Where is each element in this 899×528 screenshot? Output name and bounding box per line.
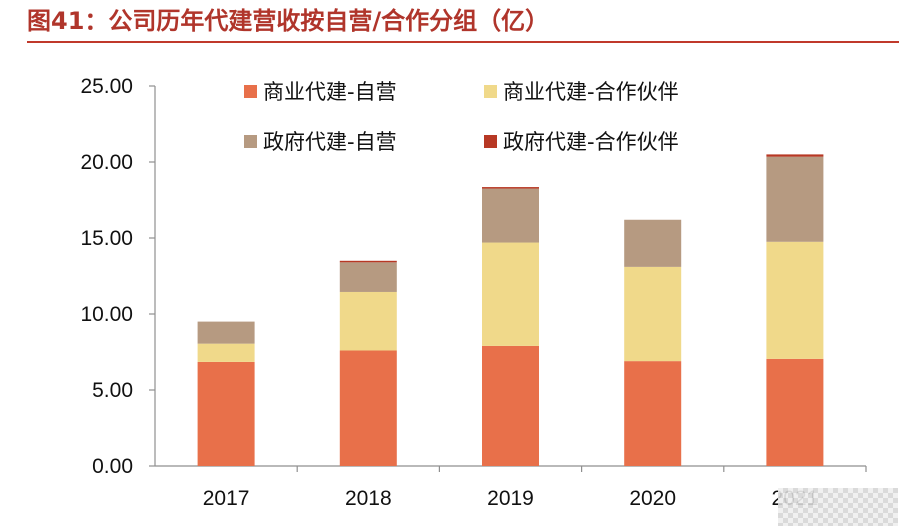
x-tick-label: 2017 [203,487,250,510]
bar-2019-series-3 [482,188,539,243]
bar-2020-series-3 [624,219,682,267]
chart-title: 图41：公司历年代建营收按自营/合作分组（亿） [27,7,550,35]
legend-swatch-3 [244,135,257,148]
bar-2018-series-4 [339,260,397,263]
y-tick-label: 10.00 [80,303,133,326]
y-tick-label: 0.00 [92,455,133,478]
x-tick-label: 2018 [345,487,392,510]
bar-2017-series-3 [197,321,255,344]
bar-2021-series-1 [766,358,824,466]
y-tick-label: 20.00 [80,151,133,174]
bar-2020-series-2 [624,266,682,362]
bar-2019-series-4 [482,187,539,189]
bar-2021-series-2 [766,241,824,359]
title-divider [27,41,899,43]
y-tick-label: 5.00 [92,379,133,402]
y-tick-label: 15.00 [80,227,133,250]
bar-2019-series-2 [482,242,539,346]
bar-2018-series-2 [339,291,397,351]
bar-2017-series-1 [197,361,255,466]
bar-2021-series-4 [766,154,824,157]
legend-label-3: 政府代建-自营 [263,130,397,154]
chart-header: 图41：公司历年代建营收按自营/合作分组（亿） [0,0,899,44]
bar-2017-series-2 [197,343,255,362]
x-tick-label: 2019 [487,487,534,510]
bar-2021-series-3 [766,156,824,242]
legend-label-1: 商业代建-自营 [263,80,397,104]
legend-swatch-2 [484,85,497,98]
legend-label-4: 政府代建-合作伙伴 [503,130,679,154]
x-tick-label: 2020 [629,487,676,510]
bar-2019-series-1 [482,345,539,466]
watermark [778,488,898,526]
legend-label-2: 商业代建-合作伙伴 [503,80,679,104]
legend-swatch-4 [484,135,497,148]
legend-swatch-1 [244,85,257,98]
bar-2018-series-1 [339,350,397,466]
bar-2018-series-3 [339,262,397,292]
y-tick-label: 25.00 [80,75,133,98]
bar-2020-series-1 [624,361,682,466]
